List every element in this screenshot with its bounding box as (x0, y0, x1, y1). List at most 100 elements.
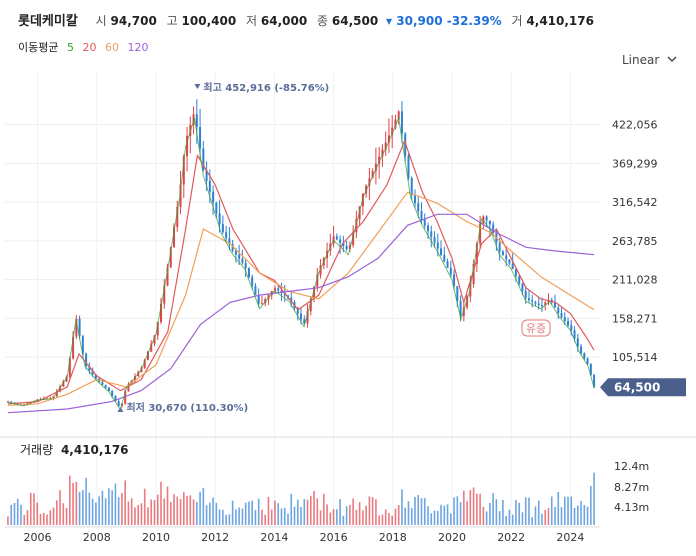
volume-bar (485, 511, 488, 525)
candle-body (378, 156, 381, 164)
high-label: 고 (166, 14, 178, 28)
scale-selector[interactable]: Linear (622, 53, 677, 67)
volume-bar (235, 509, 237, 525)
candle-body (485, 216, 488, 221)
volume-bar (270, 509, 273, 525)
y-tick-label: 422,056 (612, 119, 658, 132)
candle-body (443, 254, 446, 262)
candle-body (368, 178, 371, 186)
ma-20: 20 (82, 41, 97, 54)
candle-body (62, 381, 65, 387)
volume-bar (134, 507, 136, 525)
volume-bar (433, 510, 436, 525)
candle-body (273, 288, 276, 292)
candle-body (163, 285, 166, 304)
candle-body (488, 220, 491, 225)
stock-name: 롯데케미칼 (18, 14, 78, 29)
candle-body (456, 286, 459, 301)
volume-bar (29, 492, 32, 525)
close-label: 종 (317, 14, 329, 28)
volume-bar (212, 497, 214, 525)
candle-body (371, 171, 374, 179)
candle-body (124, 391, 127, 404)
volume-bar (371, 497, 374, 525)
candle-body (231, 244, 234, 251)
candle-body (173, 227, 176, 248)
volume-bar (274, 500, 276, 525)
candle-body (583, 353, 586, 359)
x-tick-label: 2014 (260, 531, 288, 544)
volume-bar (62, 503, 65, 525)
ma-badge: 유증 (521, 319, 551, 337)
low-label: 저 (246, 14, 258, 28)
x-tick-label: 2008 (83, 531, 111, 544)
volume-label: 거 (511, 14, 523, 28)
volume-bar (173, 494, 175, 525)
candle-body (436, 242, 439, 249)
volume-bar (336, 509, 338, 525)
candle-body (537, 303, 540, 306)
x-axis-ticks: 2006 2008 2010 2012 2014 2016 2018 2020 2022 2024… (24, 460, 650, 544)
series-ma5 (7, 116, 595, 411)
volume-bar (160, 481, 162, 525)
volume-bar (397, 505, 400, 525)
volume-bar (518, 502, 520, 525)
volume-bar (75, 481, 78, 525)
volume-bar (306, 499, 309, 525)
volume-bar (153, 500, 156, 525)
candle-body (55, 391, 58, 397)
volume-bar (72, 482, 74, 525)
volume-bar (547, 508, 550, 525)
candle-body (339, 239, 342, 243)
candle-body (466, 296, 469, 308)
volume-bar (427, 506, 429, 525)
candle-body (540, 305, 543, 307)
volume-bar (492, 493, 494, 525)
candle-body (410, 178, 413, 196)
candle-body (586, 358, 589, 364)
volume-bar (391, 515, 393, 525)
volume-bar (108, 488, 110, 525)
volume-bar (10, 504, 13, 525)
y-tick-label: 316,542 (612, 196, 658, 209)
volume-bar (124, 480, 126, 525)
candle-body (462, 307, 465, 316)
candle-body (475, 243, 478, 264)
volume-bar (241, 508, 244, 525)
volume-bar (283, 507, 286, 525)
volume-bar (287, 513, 289, 525)
candle-body (205, 170, 208, 181)
y-axis-ticks: 422,056 369,299 316,542 263,785 211,028 158,2… (612, 119, 658, 365)
x-tick-label: 2024 (556, 531, 584, 544)
candle-body (446, 261, 449, 268)
volume-bar (469, 489, 472, 525)
volume-bar (257, 498, 260, 525)
volume-bar (498, 511, 501, 525)
candle-body (433, 237, 436, 243)
candle-body (225, 232, 228, 239)
candle-body (199, 127, 202, 149)
candle-body (228, 238, 231, 245)
candle-body (440, 248, 443, 255)
candle-body (554, 302, 557, 308)
volume-bar (296, 499, 299, 525)
volume-bar (502, 499, 504, 525)
volume-bar (352, 498, 354, 525)
volume-bar (88, 492, 91, 525)
candle-body (567, 321, 570, 326)
volume-bar (186, 495, 188, 525)
ma-60: 60 (104, 41, 119, 54)
candle-body (527, 298, 530, 301)
volume-bar (238, 507, 240, 525)
volume-bar (248, 501, 250, 525)
volume-bar (91, 498, 94, 525)
scale-label: Linear (622, 53, 660, 67)
volume-bar (166, 486, 169, 525)
volume-bar (85, 477, 87, 525)
volume-bar (225, 514, 227, 525)
candle-body (247, 268, 250, 278)
candle-body (290, 297, 293, 303)
candle-body (264, 299, 267, 304)
candle-body (381, 149, 384, 157)
